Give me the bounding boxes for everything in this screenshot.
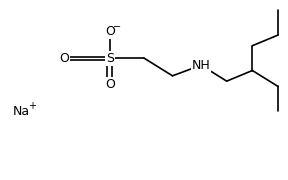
Text: O: O: [105, 78, 115, 91]
Text: −: −: [113, 22, 121, 32]
Text: +: +: [28, 101, 36, 111]
Text: S: S: [106, 52, 114, 65]
Text: O: O: [59, 52, 69, 65]
Text: Na: Na: [13, 105, 30, 118]
Text: O: O: [105, 25, 115, 38]
Text: NH: NH: [192, 59, 211, 72]
